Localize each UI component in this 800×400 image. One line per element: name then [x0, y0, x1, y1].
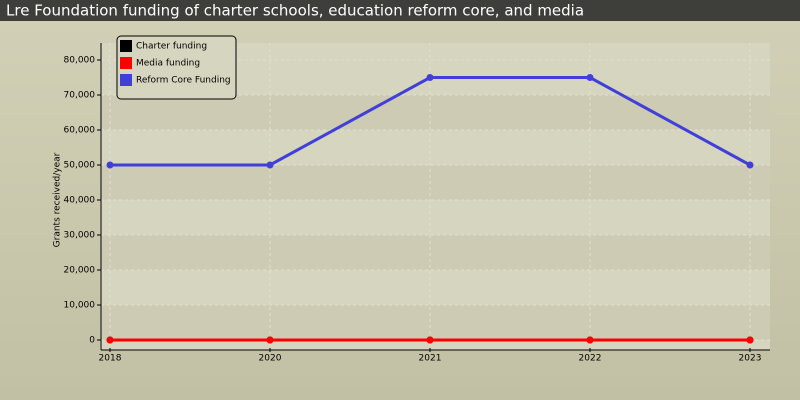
y-tick-label: 40,000	[64, 196, 96, 206]
chart-title: Lre Foundation funding of charter school…	[6, 2, 584, 20]
x-tick-label: 2021	[419, 354, 442, 364]
y-tick-label: 80,000	[64, 56, 96, 66]
y-tick-label: 10,000	[64, 301, 96, 311]
legend-swatch	[120, 57, 132, 69]
x-tick-label: 2020	[259, 354, 282, 364]
data-point	[106, 336, 114, 344]
data-point	[586, 74, 594, 81]
legend-label: Media funding	[136, 59, 200, 69]
data-point	[426, 74, 434, 81]
y-tick-label: 60,000	[64, 126, 96, 136]
plot-band	[100, 235, 770, 270]
title-bar	[0, 0, 800, 21]
y-tick-label: 0	[89, 336, 95, 346]
legend-label: Reform Core Funding	[136, 76, 231, 86]
data-point	[746, 161, 754, 169]
plot-band	[100, 165, 770, 200]
legend-swatch	[120, 40, 132, 52]
x-tick-label: 2022	[579, 354, 602, 364]
plot-band	[100, 95, 770, 130]
x-tick-label: 2023	[739, 354, 762, 364]
y-tick-label: 50,000	[64, 161, 96, 171]
data-point	[266, 161, 274, 169]
legend-box	[116, 35, 237, 100]
y-axis-label: Grants received/year	[53, 152, 63, 247]
plot-band	[100, 305, 770, 340]
x-tick-label: 2018	[99, 354, 122, 364]
data-point	[746, 336, 754, 344]
data-point	[586, 336, 594, 344]
data-point	[426, 336, 434, 344]
data-point	[266, 336, 274, 344]
data-point	[106, 161, 114, 169]
legend-swatch	[120, 74, 132, 86]
y-tick-label: 30,000	[64, 231, 96, 241]
legend-label: Charter funding	[136, 42, 207, 52]
y-tick-label: 20,000	[64, 266, 96, 276]
y-tick-label: 70,000	[64, 91, 96, 101]
